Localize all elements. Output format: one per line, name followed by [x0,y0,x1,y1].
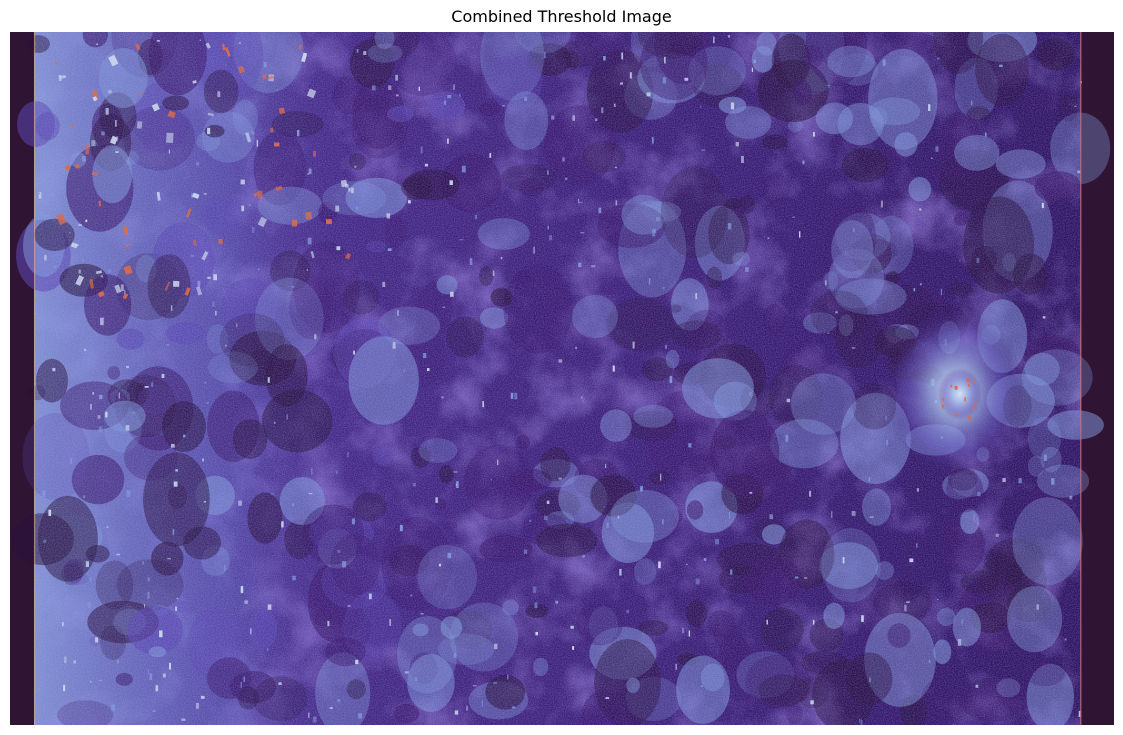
hot-field-patch [253,191,260,198]
hot-field-patch [340,179,348,188]
hot-field-patch [245,132,252,143]
urban-hot-speck [967,383,970,387]
hot-field-patch [185,208,192,218]
hot-field-patch [241,205,245,212]
hot-field-patch [151,103,160,112]
urban-hot-speck [971,406,975,410]
hot-field-patch [70,242,78,249]
hot-field-patch [313,150,317,157]
hot-field-patch [222,43,226,51]
hot-field-patch [192,80,197,84]
hot-field-patch [164,281,171,291]
hot-field-patch [138,93,142,97]
urban-hot-speck [973,402,978,405]
hot-field-patch [55,213,67,226]
hot-field-patch [135,43,141,51]
urban-hot-speck [966,378,970,382]
hot-field-patch [123,226,129,236]
hot-field-patch [123,265,133,275]
hot-field-patch [205,42,211,49]
hot-field-patch [166,132,174,143]
hot-field-patch [262,74,267,80]
image-left-edge [34,32,36,725]
urban-hot-speck [973,380,976,383]
hot-field-patch [258,190,263,199]
bright-urban-core [938,368,982,420]
hot-field-patch [91,89,98,99]
hot-field-patch [156,191,161,201]
threshold-image-frame [10,32,1114,725]
hot-field-patch [89,279,94,289]
urban-hot-speck [953,414,958,417]
threshold-image [11,32,1111,725]
hot-field-patch [240,179,245,185]
hot-spot-layer [55,42,978,420]
hot-field-patch [201,250,209,261]
hot-field-patch [97,291,105,298]
hot-field-patch [301,52,308,63]
hot-field-patch [325,218,332,225]
image-right-edge [1080,32,1082,725]
urban-hot-speck [942,397,945,401]
hot-field-patch [196,286,203,296]
urban-hot-speck [941,404,944,409]
hot-field-patch [274,142,280,147]
hot-field-patch [224,47,231,57]
hot-field-patch [75,164,80,169]
hot-field-patch [270,127,274,133]
hot-field-patch [237,65,245,74]
hot-field-patch [114,284,122,294]
hot-field-patch [109,135,118,145]
urban-hot-speck [967,416,972,420]
hot-field-patch [306,88,317,99]
urban-hot-speck [950,384,953,388]
hot-field-patch [136,121,143,129]
hot-field-patch [85,144,90,155]
hot-field-patch [125,243,130,248]
hot-field-patch [275,185,283,191]
hot-field-patch [218,238,223,245]
hot-field-patch [108,54,119,67]
hot-field-patch [92,96,98,102]
hot-field-patch [58,74,62,81]
hot-field-patch [167,110,176,119]
hot-field-patch [291,219,298,227]
hot-field-patch [257,216,268,228]
urban-hot-speck [954,385,958,390]
hot-field-patch [91,171,99,177]
hot-field-patch [96,270,102,275]
hot-field-patch [98,200,102,207]
hot-field-patch [192,192,200,199]
hot-field-patch [310,251,315,259]
figure-title: Combined Threshold Image [451,7,672,26]
hot-field-patch [345,252,352,260]
hot-field-patch [299,44,302,50]
hot-field-patch [278,107,286,115]
hot-field-patch [64,164,71,171]
hot-field-patch [75,275,85,286]
hot-field-patch [172,280,180,287]
hot-field-patch [305,211,313,220]
hot-field-patch [184,287,191,296]
hot-field-patch [55,61,59,65]
hot-field-patch [122,293,129,300]
hot-field-patch [268,75,275,80]
hot-field-patch [207,112,214,117]
urban-hot-speck [964,397,966,402]
hot-field-patch [192,239,197,246]
hot-field-patch [71,124,75,129]
